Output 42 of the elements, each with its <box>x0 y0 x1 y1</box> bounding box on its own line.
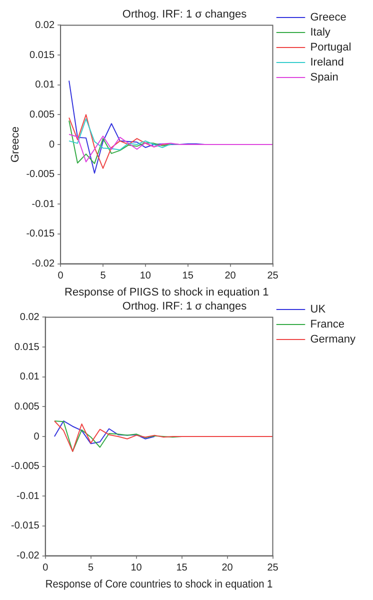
y-tick-label: 0.02 <box>20 312 40 323</box>
chart-title: Orthog. IRF: 1 σ changes <box>122 300 248 313</box>
legend-label: Ireland <box>310 56 344 69</box>
y-tick-label: -0.005 <box>26 169 55 180</box>
legend-label: Spain <box>310 72 338 84</box>
x-tick-label: 15 <box>176 562 188 574</box>
y-tick-label: -0.01 <box>32 198 55 210</box>
legend-label: Germany <box>310 334 356 346</box>
legend-label: France <box>310 318 344 331</box>
y-tick-label: 0.02 <box>35 20 55 31</box>
legend-label: Portugal <box>310 42 352 54</box>
y-tick-label: 0 <box>48 139 55 150</box>
x-tick-label: 20 <box>224 270 236 282</box>
legend-label: UK <box>310 304 326 316</box>
y-tick-label: 0.015 <box>14 342 40 353</box>
y-tick-label: 0.01 <box>20 372 40 383</box>
x-tick-label: 5 <box>100 270 106 282</box>
y-tick-label: -0.01 <box>16 490 40 502</box>
x-tick-label: 25 <box>267 562 279 574</box>
y-tick-label: -0.015 <box>26 228 55 240</box>
y-tick-label: 0.005 <box>30 109 55 120</box>
y-tick-label: 0 <box>34 431 40 442</box>
x-tick-label: 20 <box>222 562 234 574</box>
x-tick-label: 25 <box>267 270 279 282</box>
x-axis-title: Response of Core countries to shock in equation 1 <box>45 578 273 591</box>
y-tick-label: 0.015 <box>30 50 55 61</box>
x-tick-label: 10 <box>130 562 142 574</box>
chart-title: Orthog. IRF: 1 σ changes <box>122 8 248 21</box>
y-tick-label: -0.005 <box>10 461 40 472</box>
y-tick-label: -0.02 <box>16 550 40 562</box>
y-axis-title: Greece <box>10 126 22 163</box>
y-tick-label: -0.02 <box>32 258 55 270</box>
x-tick-label: 5 <box>88 562 94 574</box>
y-tick-label: -0.015 <box>10 520 40 532</box>
y-tick-label: 0.01 <box>35 80 55 91</box>
x-tick-label: 0 <box>58 270 64 282</box>
x-tick-label: 15 <box>182 270 194 282</box>
legend-label: Greece <box>310 12 346 24</box>
legend-label: Italy <box>310 26 331 39</box>
y-tick-label: 0.005 <box>14 401 40 412</box>
x-axis-title: Response of PIIGS to shock in equation 1 <box>64 286 269 298</box>
x-tick-label: 10 <box>140 270 152 282</box>
